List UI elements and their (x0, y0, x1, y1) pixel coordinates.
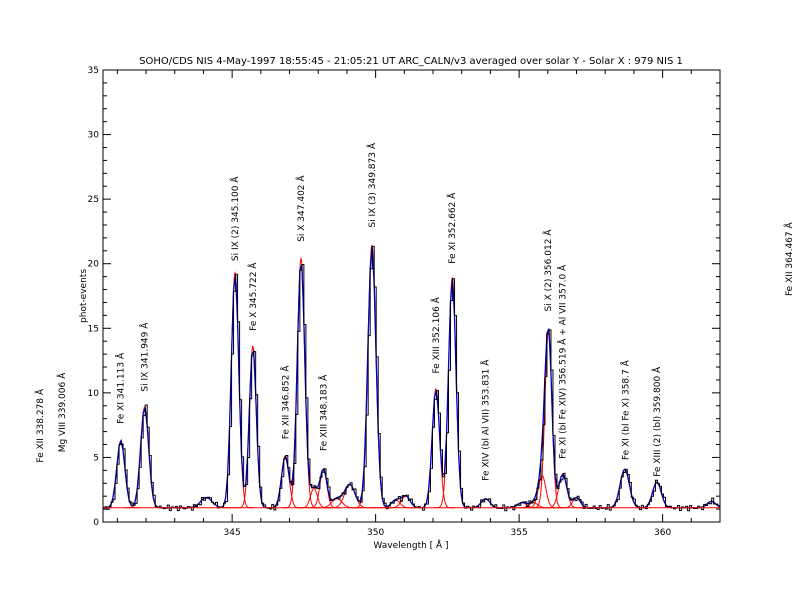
line-annotations: Fe XII 338.278 Å Mg VIII 339.006 Å Fe XI 3… (34, 142, 792, 481)
component-peak-1 (124, 406, 165, 509)
y-tick-label: 5 (93, 453, 99, 463)
plot-area (103, 243, 720, 512)
component-peak-5 (266, 455, 304, 509)
line-label: Fe XI 352.662 Å (446, 192, 458, 264)
fit-total-line (103, 246, 720, 509)
component-peak-16 (464, 498, 508, 509)
y-axis-label: phot-events (79, 269, 89, 323)
y-tick-label: 35 (88, 66, 99, 76)
observed-spectrum-line (103, 245, 720, 512)
y-tick-label: 15 (88, 324, 99, 334)
component-peak-11 (351, 243, 392, 509)
line-label: Fe XI 341.113 Å (115, 352, 127, 424)
component-peak-24 (635, 481, 679, 509)
x-tick-label: 355 (511, 528, 528, 538)
component-peak-20 (531, 330, 566, 509)
component-peak-22 (557, 496, 596, 509)
chart-title: SOHO/CDS NIS 4-May-1997 18:55:45 - 21:05… (139, 56, 683, 67)
line-label: Si X 347.402 Å (295, 175, 307, 242)
plot-frame (102, 69, 721, 523)
line-label: Fe XIV (bl Al VII) 353.831 Å (480, 359, 492, 481)
line-label: Si IX 341.949 Å (139, 322, 151, 392)
y-tick-label: 10 (88, 389, 100, 399)
x-tick-label: 350 (367, 528, 384, 538)
line-label: Si IX (3) 349.873 Å (366, 142, 378, 227)
y-tick-label: 0 (93, 518, 99, 528)
component-peak-10 (323, 484, 376, 509)
component-peak-7 (296, 487, 332, 509)
line-label: Fe XIII 352.106 Å (430, 296, 442, 373)
line-label: Fe XI (bl Fe X) 358.7 Å (619, 359, 631, 460)
x-tick-label: 360 (654, 528, 671, 538)
component-peak-2 (177, 496, 236, 509)
line-label: Fe XIII (2) (bl) 359.800 Å (651, 366, 663, 477)
line-label: Fe XII 346.852 Å (279, 365, 291, 439)
y-tick-label: 30 (88, 131, 100, 141)
line-label: Fe XI (bl Fe XIV) 356.519 Å + Al VII 357… (557, 264, 569, 459)
line-label: Fe XII 338.278 Å (34, 388, 46, 462)
axes: 0 5 10 15 20 25 30 35 345 350 355 360 (88, 66, 721, 538)
line-label: Si IX (2) 345.100 Å (229, 176, 241, 261)
line-label: Si X (2) 356.012 Å (542, 229, 554, 312)
x-axis-label: Wavelength [ Å ] (373, 539, 448, 551)
y-tick-label: 25 (88, 195, 99, 205)
component-peak-23 (601, 468, 648, 509)
line-label: Fe X 345.722 Å (247, 262, 259, 331)
line-label: Fe XIII 348.183 Å (318, 374, 330, 451)
line-label: Fe XII 364.467 Å (783, 222, 792, 296)
x-tick-label: 345 (224, 528, 241, 538)
fit-components (103, 243, 720, 509)
y-tick-label: 20 (88, 260, 100, 270)
line-label: Mg VIII 339.006 Å (56, 372, 68, 452)
component-peak-0 (103, 439, 141, 509)
